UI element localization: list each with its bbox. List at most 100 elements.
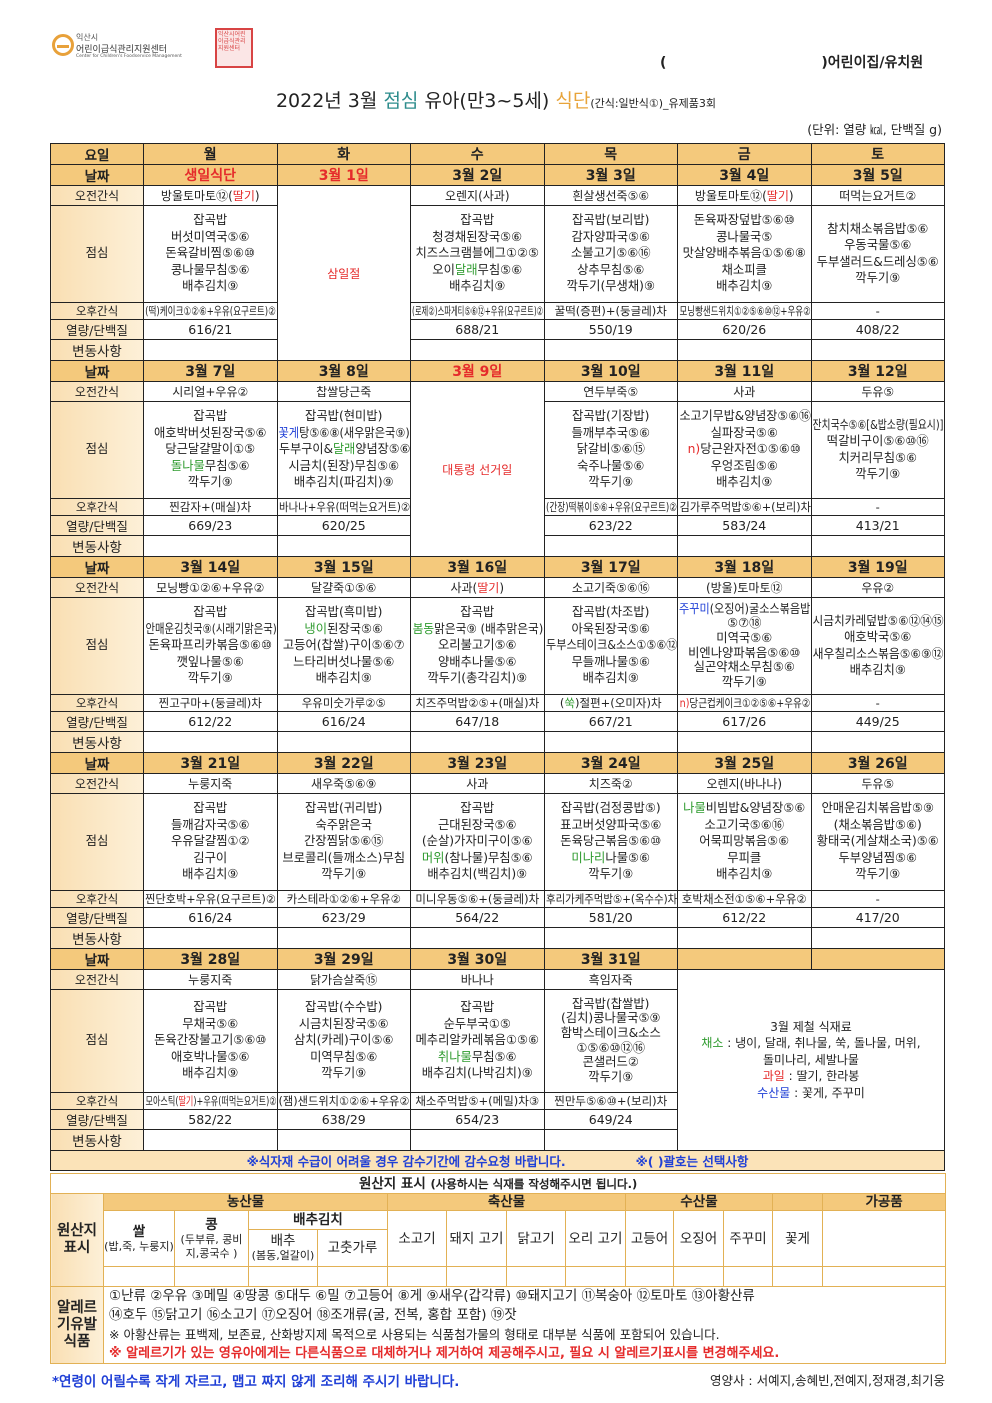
change-cell[interactable] bbox=[276, 535, 411, 557]
change-cell[interactable] bbox=[810, 339, 945, 361]
change-cell[interactable] bbox=[543, 339, 678, 361]
change-cell[interactable] bbox=[143, 535, 278, 557]
change-cell[interactable] bbox=[677, 927, 812, 949]
menu-item: 깍두기⑨ bbox=[279, 866, 410, 883]
menu-item: 상추무침⑤⑥ bbox=[546, 262, 677, 279]
week-row-date: 날짜 3월 21일 3월 22일 3월 23일 3월 24일 3월 25일 3월 26일 bbox=[50, 752, 945, 774]
menu-item: 치커리무침⑤⑥ bbox=[813, 450, 944, 467]
origin-entry-cell[interactable] bbox=[565, 1266, 626, 1287]
change-cell[interactable] bbox=[410, 927, 545, 949]
menu-item: 깍두기⑨ bbox=[813, 866, 944, 883]
change-cell[interactable] bbox=[677, 535, 812, 557]
menu-line: 머위(참나물)무침⑤⑥ bbox=[421, 850, 533, 865]
menu-line: 안매운김칫국⑨(시래기맑은국) bbox=[144, 621, 277, 636]
menu-am-cell: 사과 bbox=[677, 381, 812, 402]
dietitians: 영양사 : 서예지,송혜빈,전예지,정재경,최기웅 bbox=[709, 1373, 945, 1388]
change-cell[interactable] bbox=[410, 731, 545, 753]
menu-line: 근대된장국⑤⑥ bbox=[437, 817, 517, 832]
change-cell[interactable] bbox=[410, 1129, 545, 1151]
change-cell[interactable] bbox=[410, 339, 545, 361]
origin-entry-cell[interactable] bbox=[772, 1266, 823, 1287]
menu-line: 사과 bbox=[466, 776, 489, 791]
menu-item: 잡곡밥 bbox=[412, 604, 543, 621]
origin-entry-cell[interactable] bbox=[673, 1266, 724, 1287]
origin-entry-cell[interactable] bbox=[446, 1266, 507, 1287]
menu-line: 잡곡밥(귀리밥) bbox=[305, 801, 383, 816]
change-cell[interactable] bbox=[543, 927, 678, 949]
change-cell[interactable] bbox=[276, 927, 411, 949]
change-cell[interactable] bbox=[543, 731, 678, 753]
menu-line: 애호박버섯된장국⑤⑥ bbox=[153, 425, 267, 440]
menu-pm-cell: 호박채소전①⑤⑥+우유② bbox=[677, 889, 812, 908]
row-label-nutrition: 열량/단백질 bbox=[50, 711, 144, 732]
menu-pm-cell: 바나나+우유(떠먹는요거트)② bbox=[276, 497, 411, 516]
menu-line: 두유⑤ bbox=[861, 384, 895, 399]
origin-entry-cell[interactable] bbox=[723, 1266, 773, 1287]
seasonal-line: 돌미나리, 세발나물 bbox=[679, 1052, 943, 1069]
menu-am-cell: 바나나 bbox=[410, 969, 545, 990]
menu-item: 깍두기⑨ bbox=[546, 474, 677, 491]
menu-item: 취나물무침⑤⑥ bbox=[412, 1049, 543, 1066]
date-cell: 3월 1일 bbox=[276, 164, 411, 186]
origin-entry-cell[interactable] bbox=[821, 1266, 947, 1287]
menu-item: 떡갈비구이⑤⑥⑩⑯ bbox=[813, 433, 944, 450]
menu-line: 비엔나양파볶음⑤⑥⑩ bbox=[688, 645, 801, 660]
menu-item: 냉이된장국⑤⑥ bbox=[279, 621, 410, 638]
change-cell[interactable] bbox=[810, 535, 945, 557]
menu-line: 잡곡밥(찹쌀밥) bbox=[572, 996, 650, 1011]
week-row-nutrition: 열량/단백질 616/24 623/29 564/22 581/20 612/22 417/… bbox=[50, 907, 945, 928]
date-cell: 3월 10일 bbox=[543, 360, 678, 382]
change-cell[interactable] bbox=[143, 927, 278, 949]
menu-line: 잡곡밥(검정콩밥⑤) bbox=[560, 801, 661, 816]
week-row-nutrition: 열량/단백질 612/22 616/24 647/18 667/21 617/26 449/… bbox=[50, 711, 945, 732]
menu-item: 깻잎나물⑤⑥ bbox=[145, 654, 276, 671]
menu-line: 채소피클 bbox=[721, 262, 767, 277]
week-row-date: 날짜 3월 28일 3월 29일 3월 30일 3월 31일 bbox=[50, 948, 945, 970]
change-cell[interactable] bbox=[143, 339, 278, 361]
menu-pm-cell: (잼)샌드위치①②⑥+우유② bbox=[276, 1091, 411, 1110]
origin-entry-cell[interactable] bbox=[317, 1266, 388, 1287]
menu-line: 깍두기⑨ bbox=[187, 671, 233, 686]
menu-line: 잡곡밥 bbox=[460, 213, 495, 228]
menu-line: 잡곡밥(수수밥) bbox=[305, 1000, 383, 1015]
menu-item: 실파장국⑤⑥ bbox=[679, 425, 810, 442]
menu-line: 돈육짜장덮밥⑤⑥⑩ bbox=[693, 213, 795, 228]
change-cell[interactable] bbox=[543, 535, 678, 557]
category-blank bbox=[772, 1193, 823, 1211]
menu-item: 배추김치(백김치)⑨ bbox=[412, 866, 543, 883]
origin-entry-cell[interactable] bbox=[174, 1266, 249, 1287]
menu-line: 애호박나물⑤⑥ bbox=[170, 1049, 250, 1064]
menu-line: 배추김치(나박김치)⑨ bbox=[421, 1066, 533, 1081]
origin-entry-cell[interactable] bbox=[387, 1266, 447, 1287]
change-cell[interactable] bbox=[677, 339, 812, 361]
menu-line: 나물비빔밥&양념장⑤⑥ bbox=[683, 801, 806, 816]
change-cell[interactable] bbox=[677, 731, 812, 753]
menu-nutrition-cell: 649/24 bbox=[543, 1109, 678, 1130]
menu-item: 깍두기⑨ bbox=[813, 270, 944, 287]
origin-entry-cell[interactable] bbox=[248, 1266, 318, 1287]
menu-line: 떡갈비구이⑤⑥⑩⑯ bbox=[826, 434, 929, 448]
change-cell[interactable] bbox=[810, 731, 945, 753]
week-row-pm: 오후간식 찐감자+(매실)차 바나나+우유(떠먹는요거트)② (간장)떡볶이⑤⑥+우유… bbox=[50, 497, 945, 516]
origin-entry-cell[interactable] bbox=[103, 1266, 175, 1287]
menu-am-cell: 오렌지(바나나) bbox=[677, 773, 812, 794]
menu-lunch-cell: 안매운김치볶음밥⑤⑨ (채소볶음밥⑤⑥) 황태국(게살채소국)⑤⑥ 두부양념찜⑤⑥ 깍두… bbox=[810, 792, 945, 891]
menu-item: 배추김치⑨ bbox=[412, 278, 543, 295]
menu-line: (간장)떡볶이⑤⑥+우유(요구르트)② bbox=[545, 499, 677, 514]
menu-pm-cell: 치즈주먹밥②⑤+(매실)차 bbox=[410, 693, 545, 712]
change-cell[interactable] bbox=[143, 1129, 278, 1151]
origin-entry-cell[interactable] bbox=[506, 1266, 566, 1287]
change-cell[interactable] bbox=[143, 731, 278, 753]
origin-entry-cell[interactable] bbox=[625, 1266, 674, 1287]
change-cell[interactable] bbox=[543, 1129, 678, 1151]
school-name-field[interactable]: ()어린이집/유치원 bbox=[660, 55, 924, 71]
menu-line: 취나물무침⑤⑥ bbox=[437, 1049, 517, 1064]
menu-am-cell: 시리얼+우유② bbox=[143, 381, 278, 402]
menu-am-cell: 두유⑤ bbox=[810, 381, 945, 402]
change-cell[interactable] bbox=[810, 927, 945, 949]
change-cell[interactable] bbox=[276, 731, 411, 753]
menu-item: 잡곡밥(기장밥) bbox=[546, 408, 677, 425]
item-cabbage: 배추 (봄동,얼갈이) bbox=[248, 1229, 318, 1267]
change-cell[interactable] bbox=[276, 1129, 411, 1151]
menu-lunch-cell: 잡곡밥 순두부국①⑤ 메추리알카레볶음①⑤⑥ 취나물무침⑤⑥ 배추김치(나박김치)⑨ bbox=[410, 988, 545, 1093]
